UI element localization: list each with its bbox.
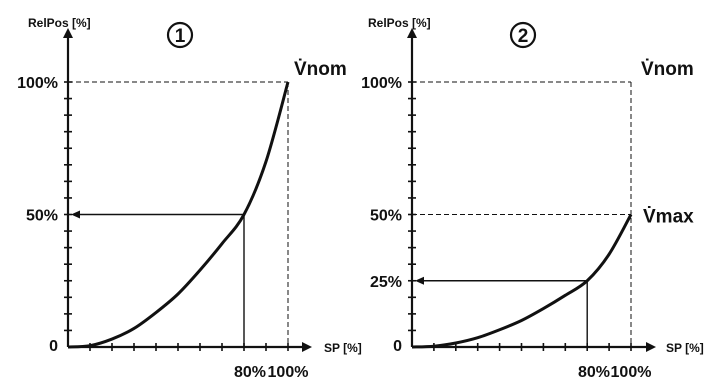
reference-arrow [71, 210, 80, 219]
panel-2: 025%50%100%80% 100%RelPos [%]SP [%]2V̇nom… [361, 16, 704, 379]
panel-number: 2 [518, 26, 529, 47]
y-tick-label: 100% [17, 75, 58, 92]
panel-number: 1 [175, 26, 186, 47]
characteristic-curve [411, 213, 633, 349]
y-axis-label: RelPos [%] [28, 16, 91, 30]
x-axis-arrow [302, 342, 312, 352]
y-tick-label: 25% [370, 274, 402, 291]
panel-number-circle [166, 21, 194, 49]
y-tick-label: 0 [393, 338, 402, 355]
vnom-annotation: V̇nom [294, 58, 347, 80]
x-tick-label: 100% [268, 364, 309, 379]
vnom-annotation: V̇nom [641, 58, 694, 80]
y-tick-label: 50% [26, 208, 58, 225]
y-axis-arrow [407, 28, 417, 38]
vmax-annotation: V̇max [643, 206, 694, 228]
x-axis-label: SP [%] [324, 341, 362, 355]
panel-number-circle [509, 21, 537, 49]
reference-arrow [415, 276, 424, 285]
characteristic-curve [67, 81, 290, 349]
y-tick-label: 100% [361, 75, 402, 92]
y-axis-arrow [63, 28, 73, 38]
x-tick-label: 80% [234, 364, 266, 379]
y-tick-label: 0 [49, 338, 58, 355]
x-tick-label: 100% [611, 364, 652, 379]
x-axis-label: SP [%] [666, 341, 704, 355]
y-axis-label: RelPos [%] [368, 16, 431, 30]
y-tick-label: 50% [370, 208, 402, 225]
panel-1: 050%100%80% 100%RelPos [%]SP [%]1V̇nom [17, 16, 362, 379]
x-tick-label: 80% [578, 364, 610, 379]
x-axis-arrow [646, 342, 656, 352]
